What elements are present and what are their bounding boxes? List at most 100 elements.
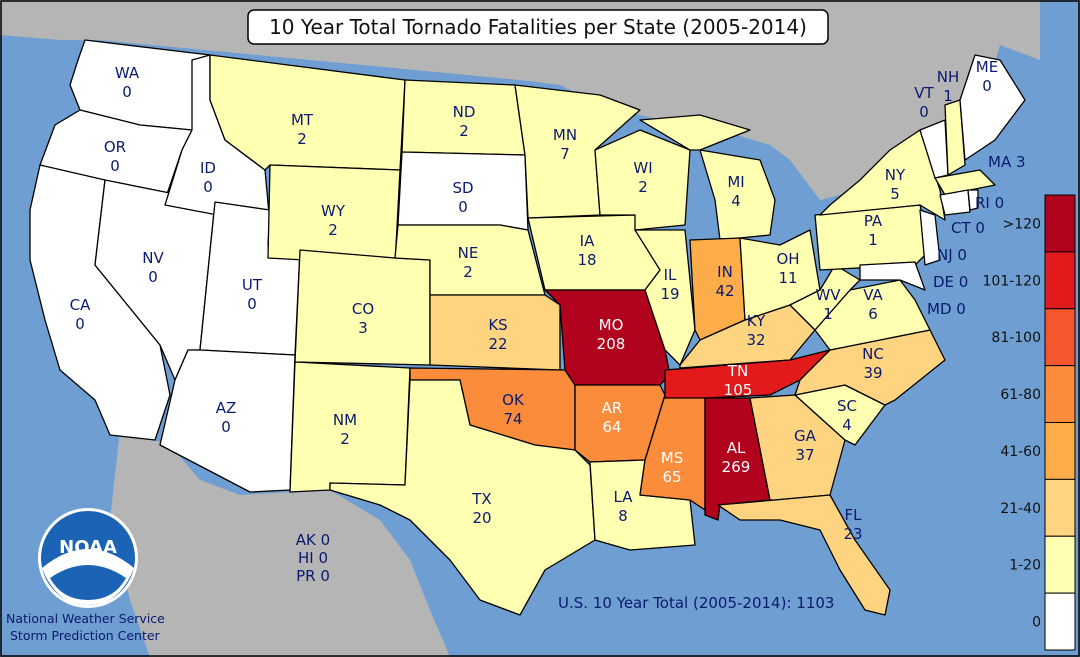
- label-ct: CT 0: [951, 219, 985, 237]
- legend-swatch: [1044, 422, 1076, 480]
- state-fl: [717, 494, 891, 616]
- legend-label: 21-40: [1000, 501, 1041, 517]
- label-pr: PR 0: [296, 567, 330, 585]
- legend-swatch: [1044, 308, 1076, 367]
- label-id-value: 0: [203, 178, 213, 196]
- label-or-value: 0: [110, 157, 120, 175]
- label-de: DE 0: [933, 273, 968, 291]
- label-pa-abbr: PA: [864, 212, 883, 230]
- label-sc-abbr: SC: [837, 397, 857, 415]
- label-ut-value: 0: [247, 295, 257, 313]
- label-in-value: 42: [715, 282, 734, 300]
- label-sd-abbr: SD: [452, 179, 473, 197]
- label-mt-value: 2: [297, 130, 307, 148]
- state-nh: [944, 99, 966, 176]
- label-va-abbr: VA: [863, 286, 883, 304]
- label-wv-value: 1: [823, 305, 833, 323]
- state-il: [634, 229, 696, 366]
- label-md: MD 0: [927, 300, 966, 318]
- legend-label: 41-60: [1000, 444, 1041, 460]
- label-az-abbr: AZ: [216, 399, 237, 417]
- label-vt-value: 0: [919, 103, 929, 121]
- label-ga-value: 37: [795, 446, 814, 464]
- label-ok-abbr: OK: [502, 391, 525, 409]
- label-oh-abbr: OH: [776, 250, 799, 268]
- label-la-abbr: LA: [614, 488, 634, 506]
- label-ny-value: 5: [890, 185, 900, 203]
- noaa-logo-text: NOAA: [59, 537, 117, 558]
- label-ca-abbr: CA: [70, 296, 91, 314]
- canada-land: [0, 0, 1040, 200]
- label-ks-value: 22: [488, 335, 507, 353]
- label-id-abbr: ID: [200, 159, 216, 177]
- legend-swatch: [1044, 251, 1076, 310]
- label-wi-value: 2: [638, 178, 648, 196]
- label-nd-abbr: ND: [453, 103, 476, 121]
- state-mi-upper: [639, 114, 751, 151]
- state-wi: [594, 129, 691, 231]
- state-ct: [939, 189, 971, 216]
- label-ma: MA 3: [988, 153, 1026, 171]
- state-ks: [429, 294, 561, 371]
- label-ne-value: 2: [463, 263, 473, 281]
- label-ia-abbr: IA: [580, 232, 595, 250]
- label-wy-abbr: WY: [321, 202, 346, 220]
- legend-swatch: [1044, 478, 1076, 537]
- label-in-abbr: IN: [717, 263, 733, 281]
- label-ar-value: 64: [602, 418, 621, 436]
- label-fl-abbr: FL: [845, 506, 863, 524]
- label-wa-value: 0: [122, 83, 132, 101]
- label-or-abbr: OR: [104, 138, 126, 156]
- label-wi-abbr: WI: [633, 159, 652, 177]
- label-mi-value: 4: [731, 192, 741, 210]
- label-vt-abbr: VT: [914, 84, 934, 102]
- credit-line-1: National Weather Service: [6, 611, 165, 626]
- title-box: [247, 9, 829, 45]
- label-nc-abbr: NC: [862, 345, 884, 363]
- state-mi: [699, 149, 776, 241]
- label-pa-value: 1: [868, 231, 878, 249]
- label-ut-abbr: UT: [242, 276, 263, 294]
- label-mi-abbr: MI: [727, 173, 744, 191]
- label-fl-value: 23: [843, 525, 862, 543]
- label-la-value: 8: [618, 507, 628, 525]
- label-ri: RI 0: [975, 194, 1004, 212]
- label-tn-value: 105: [724, 381, 753, 399]
- legend-label: >120: [1003, 216, 1041, 232]
- legend-label: 1-20: [1009, 558, 1041, 574]
- label-al-abbr: AL: [727, 439, 746, 457]
- label-ny-abbr: NY: [885, 166, 906, 184]
- label-ga-abbr: GA: [794, 427, 817, 445]
- state-me: [959, 54, 1026, 161]
- label-il-value: 19: [660, 285, 679, 303]
- label-nv-value: 0: [148, 268, 158, 286]
- label-ia-value: 18: [577, 251, 596, 269]
- legend-swatch: [1044, 194, 1076, 253]
- state-ny: [819, 129, 946, 221]
- label-wa-abbr: WA: [115, 64, 140, 82]
- label-nc-value: 39: [863, 364, 882, 382]
- label-sc-value: 4: [842, 416, 852, 434]
- label-mo-abbr: MO: [599, 316, 624, 334]
- credit-line-2: Storm Prediction Center: [10, 628, 161, 643]
- label-al-value: 269: [722, 458, 751, 476]
- noaa-logo: NOAA: [38, 508, 138, 608]
- legend-label: 0: [1032, 615, 1041, 631]
- label-mo-value: 208: [597, 335, 626, 353]
- label-tx-value: 20: [472, 509, 491, 527]
- label-ky-abbr: KY: [747, 312, 766, 330]
- legend: >120 101-120 81-100 61-80 41-60 21-40 1-20 0: [983, 194, 1076, 651]
- label-wv-abbr: WV: [815, 286, 841, 304]
- label-ms-value: 65: [662, 468, 681, 486]
- state-tx: [329, 379, 596, 616]
- state-tn: [664, 349, 831, 399]
- label-va-value: 6: [868, 305, 878, 323]
- label-ks-abbr: KS: [488, 316, 507, 334]
- label-nh-abbr: NH: [937, 68, 960, 86]
- legend-swatch: [1044, 592, 1076, 651]
- label-ms-abbr: MS: [661, 449, 683, 467]
- label-nj: NJ 0: [937, 246, 967, 264]
- state-nj: [919, 209, 941, 266]
- label-nv-abbr: NV: [142, 249, 164, 267]
